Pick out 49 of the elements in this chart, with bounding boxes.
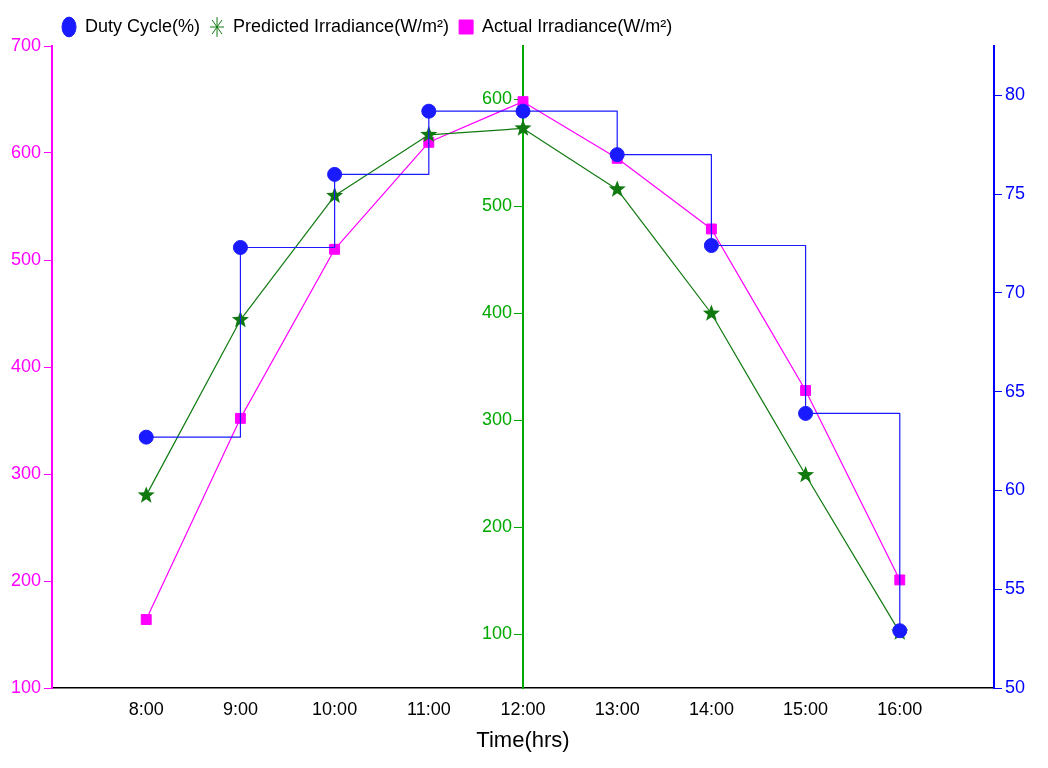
point bbox=[798, 405, 814, 421]
point bbox=[232, 239, 248, 255]
y-tick-label: 600 bbox=[10, 141, 42, 162]
point bbox=[421, 103, 437, 119]
point bbox=[608, 180, 626, 197]
x-tick-label: 8:00 bbox=[128, 698, 164, 719]
y3-tick-label: 80 bbox=[1004, 84, 1026, 105]
legend-label: Predicted Irradiance(W/m²) bbox=[233, 15, 450, 36]
point bbox=[797, 466, 815, 483]
point bbox=[705, 223, 717, 235]
x-tick-label: 9:00 bbox=[222, 698, 258, 719]
x-tick-label: 10:00 bbox=[312, 698, 358, 719]
y3-tick-label: 60 bbox=[1004, 479, 1026, 500]
y2-tick-label: 400 bbox=[481, 302, 513, 323]
point bbox=[702, 304, 720, 321]
point bbox=[703, 238, 719, 254]
y2-tick-label: 500 bbox=[481, 195, 513, 216]
y3-tick-label: 70 bbox=[1004, 281, 1026, 302]
x-tick-label: 11:00 bbox=[406, 698, 451, 719]
legend-label: Duty Cycle(%) bbox=[85, 15, 201, 36]
x-tick-label: 15:00 bbox=[783, 698, 829, 719]
point bbox=[609, 147, 625, 163]
point bbox=[138, 429, 154, 445]
y-tick-label: 300 bbox=[10, 462, 42, 483]
point bbox=[327, 166, 343, 182]
y-tick-label: 500 bbox=[10, 248, 42, 269]
point bbox=[140, 614, 152, 625]
y2-tick-label: 200 bbox=[481, 516, 513, 537]
x-tick-label: 13:00 bbox=[594, 698, 640, 719]
y3-tick-label: 75 bbox=[1004, 183, 1026, 204]
y2-tick-label: 100 bbox=[481, 623, 513, 644]
y-tick-label: 100 bbox=[10, 676, 42, 697]
point bbox=[137, 486, 155, 503]
x-axis-title: Time(hrs) bbox=[476, 726, 570, 752]
y2-tick-label: 300 bbox=[481, 409, 513, 430]
y2-tick-label: 600 bbox=[481, 88, 513, 109]
y3-tick-label: 65 bbox=[1004, 380, 1026, 401]
y-tick-label: 200 bbox=[10, 569, 42, 590]
y3-tick-label: 50 bbox=[1004, 676, 1026, 697]
point bbox=[515, 103, 531, 119]
y3-tick-label: 55 bbox=[1004, 578, 1026, 599]
x-tick-label: 16:00 bbox=[877, 698, 923, 719]
point bbox=[329, 243, 341, 255]
y-tick-label: 700 bbox=[10, 34, 42, 55]
x-tick-label: 12:00 bbox=[500, 698, 546, 719]
y-tick-label: 400 bbox=[10, 355, 42, 376]
point bbox=[514, 119, 532, 136]
x-tick-label: 14:00 bbox=[688, 698, 734, 719]
legend-label: Actual Irradiance(W/m²) bbox=[482, 15, 673, 36]
